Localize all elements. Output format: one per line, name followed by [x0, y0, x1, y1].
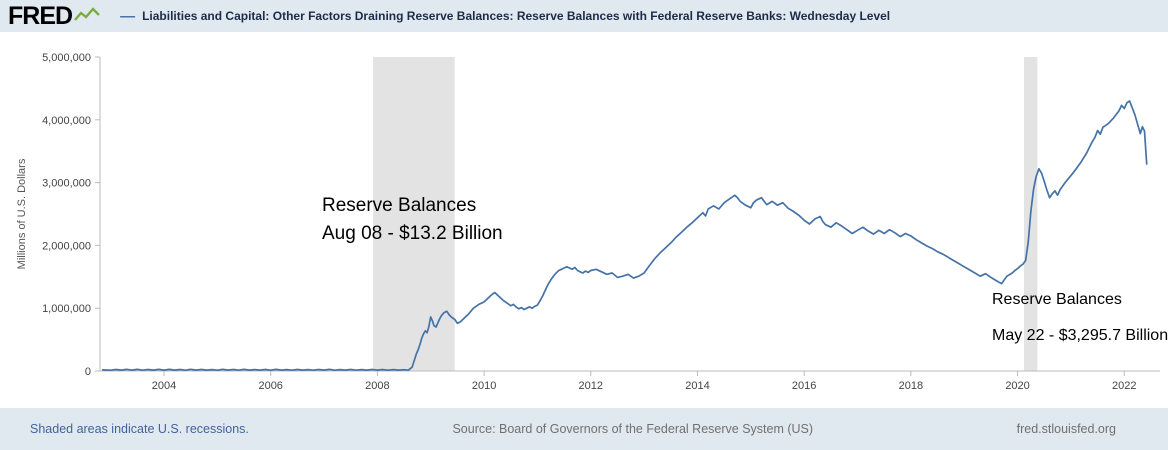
series-line — [101, 100, 1148, 372]
legend-series-title: Liabilities and Capital: Other Factors D… — [142, 9, 891, 23]
x-tick-label: 2018 — [899, 380, 923, 392]
y-axis-title: Millions of U.S. Dollars — [16, 158, 28, 270]
annotation-aug-2008: Reserve Balances Aug 08 - $13.2 Billion — [322, 192, 503, 247]
chart-plot[interactable]: 0 1,000,000 2,000,000 3,000,000 4,000,000 5,0… — [0, 32, 1168, 408]
site-link[interactable]: fred.stlouisfed.org — [1016, 422, 1116, 436]
recession-band — [373, 57, 455, 371]
x-tick-label: 2010 — [472, 380, 496, 392]
fred-logo-text: FRED — [8, 1, 73, 30]
annotation-aug-2008-line1: Reserve Balances — [322, 195, 477, 216]
y-tick-label: 1,000,000 — [42, 303, 91, 315]
y-tick-label: 4,000,000 — [42, 115, 91, 127]
x-tick-label: 2022 — [1112, 380, 1136, 392]
x-tick-label: 2004 — [152, 380, 176, 392]
annotation-may-2022-line2: May 22 - $3,295.7 Billion — [992, 327, 1168, 344]
x-tick-label: 2014 — [685, 380, 709, 392]
chart-area: Millions of U.S. Dollars 0 1,000,000 2,000… — [0, 32, 1168, 408]
series-legend: — Liabilities and Capital: Other Factors… — [120, 9, 890, 24]
legend-line-swatch: — — [120, 7, 136, 25]
fred-logo[interactable]: FRED — [8, 1, 100, 30]
x-tick-label: 2008 — [365, 380, 389, 392]
header: FRED — Liabilities and Capital: Other Fa… — [0, 0, 1168, 32]
fred-logo-sparkline-icon — [74, 6, 100, 28]
annotation-may-2022: Reserve Balances May 22 - $3,295.7 Billi… — [992, 282, 1168, 354]
x-tick-label: 2016 — [792, 380, 816, 392]
annotation-aug-2008-line2: Aug 08 - $13.2 Billion — [322, 222, 503, 244]
y-tick-label: 0 — [85, 366, 91, 378]
y-tick-label: 5,000,000 — [42, 52, 91, 64]
annotation-may-2022-line1: Reserve Balances — [992, 291, 1122, 308]
source-text: Source: Board of Governors of the Federa… — [452, 422, 814, 436]
footer: Shaded areas indicate U.S. recessions. S… — [0, 408, 1168, 450]
y-tick-label: 3,000,000 — [42, 178, 91, 190]
recessions-link[interactable]: Shaded areas indicate U.S. recessions. — [30, 422, 249, 436]
y-tick-label: 2,000,000 — [42, 240, 91, 252]
x-tick-label: 2020 — [1005, 380, 1029, 392]
x-tick-label: 2012 — [579, 380, 603, 392]
x-tick-label: 2006 — [258, 380, 282, 392]
